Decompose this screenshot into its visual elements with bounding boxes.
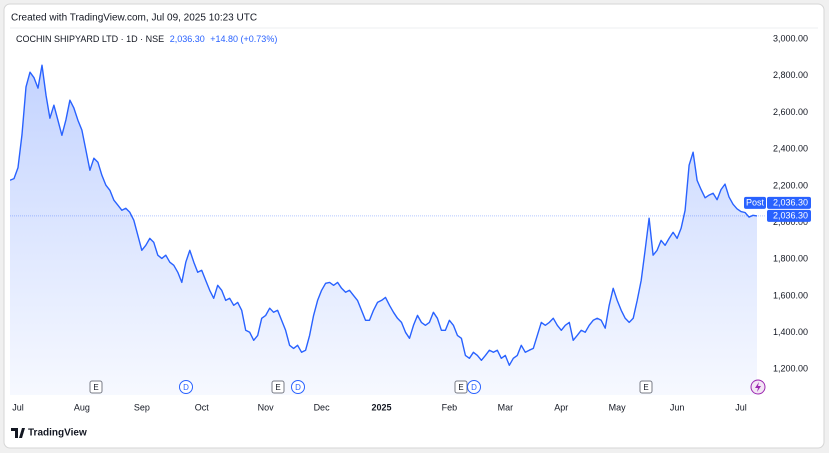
y-tick-label: 2,000.00 xyxy=(773,217,808,227)
x-tick-label: Jul xyxy=(12,402,24,412)
x-tick-label: Dec xyxy=(314,402,331,412)
x-tick-label: Apr xyxy=(554,402,568,412)
legend-symbol: COCHIN SHIPYARD LTD · 1D · NSE xyxy=(16,34,164,44)
event-label: D xyxy=(295,383,301,392)
y-tick-label: 2,800.00 xyxy=(773,70,808,80)
x-tick-label: Feb xyxy=(442,402,458,412)
area-fill xyxy=(10,65,757,395)
event-marker xyxy=(89,380,103,394)
event-marker xyxy=(179,380,193,394)
y-tick-label: 3,000.00 xyxy=(773,34,808,44)
event-label: D xyxy=(183,383,189,392)
post-badge xyxy=(744,196,766,209)
y-tick-label: 1,800.00 xyxy=(773,254,808,264)
legend: COCHIN SHIPYARD LTD · 1D · NSE 2,036.30 … xyxy=(16,34,277,44)
x-tick-label: 2025 xyxy=(371,402,391,412)
footer: TradingView xyxy=(28,428,87,439)
post-price-label: 2,036.30 xyxy=(773,197,808,207)
legend-change: +14.80 (+0.73%) xyxy=(210,34,277,44)
price-line xyxy=(10,64,758,366)
y-tick-label: 2,200.00 xyxy=(773,180,808,190)
last-price-label: 2,036.30 xyxy=(773,210,808,220)
y-tick-label: 1,600.00 xyxy=(773,290,808,300)
event-label: E xyxy=(275,383,280,392)
event-marker xyxy=(639,380,653,394)
event-label: E xyxy=(93,383,98,392)
x-tick-label: Oct xyxy=(195,402,210,412)
event-marker xyxy=(271,380,285,394)
event-label: E xyxy=(643,383,648,392)
x-tick-label: Mar xyxy=(498,402,514,412)
event-label: E xyxy=(458,383,463,392)
y-tick-label: 2,600.00 xyxy=(773,107,808,117)
event-marker xyxy=(467,380,481,394)
event-marker xyxy=(291,380,305,394)
x-tick-label: Sep xyxy=(134,402,150,412)
y-tick-label: 2,400.00 xyxy=(773,144,808,154)
last-price-badge xyxy=(767,209,811,222)
post-label: Post xyxy=(746,197,765,207)
x-tick-label: Aug xyxy=(74,402,90,412)
event-label: D xyxy=(471,383,477,392)
x-tick-label: Jul xyxy=(735,402,747,412)
bolt-icon xyxy=(750,379,766,395)
footer-logo: TradingView xyxy=(11,428,87,439)
header: Created with TradingView.com, Jul 09, 20… xyxy=(11,13,257,24)
x-tick-label: Jun xyxy=(670,402,685,412)
legend-price: 2,036.30 xyxy=(170,34,205,44)
x-tick-label: Nov xyxy=(258,402,275,412)
y-tick-label: 1,200.00 xyxy=(773,364,808,374)
post-price-badge xyxy=(767,196,811,209)
y-tick-label: 1,400.00 xyxy=(773,327,808,337)
x-tick-label: May xyxy=(609,402,627,412)
plot xyxy=(10,64,758,395)
